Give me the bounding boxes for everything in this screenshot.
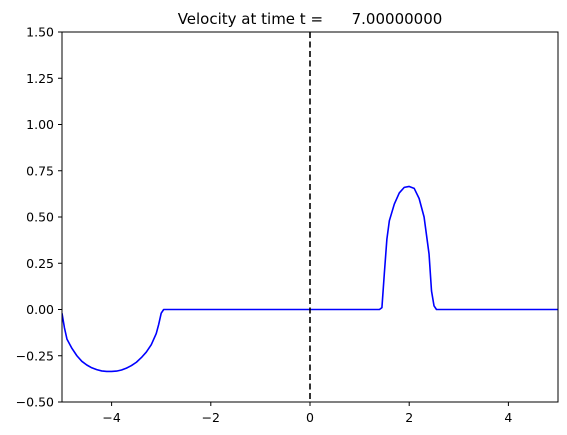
y-tick-label: 0.25 <box>26 256 54 271</box>
y-tick-label: 1.50 <box>26 25 54 40</box>
y-tick-label: 0.00 <box>26 302 54 317</box>
x-tick-label: −2 <box>202 410 220 425</box>
chart-title: Velocity at time t = 7.00000000 <box>178 10 443 28</box>
y-tick-label: 1.00 <box>26 117 54 132</box>
x-tick-label: 2 <box>405 410 413 425</box>
y-tick-label: 0.50 <box>26 210 54 225</box>
y-tick-label: −0.50 <box>16 395 54 410</box>
plot-area <box>62 32 558 402</box>
y-tick-label: 0.75 <box>26 163 54 178</box>
y-tick-label: 1.25 <box>26 71 54 86</box>
x-tick-label: −4 <box>102 410 120 425</box>
x-tick-label: 4 <box>504 410 512 425</box>
x-tick-label: 0 <box>306 410 314 425</box>
axis-ticks: −4 −2 0 2 4 −0.50 −0.25 0.00 0.25 0.50 0.75 1.00 1.2… <box>16 25 513 426</box>
series-line-0 <box>62 185 558 373</box>
y-tick-label: −0.25 <box>16 348 54 363</box>
